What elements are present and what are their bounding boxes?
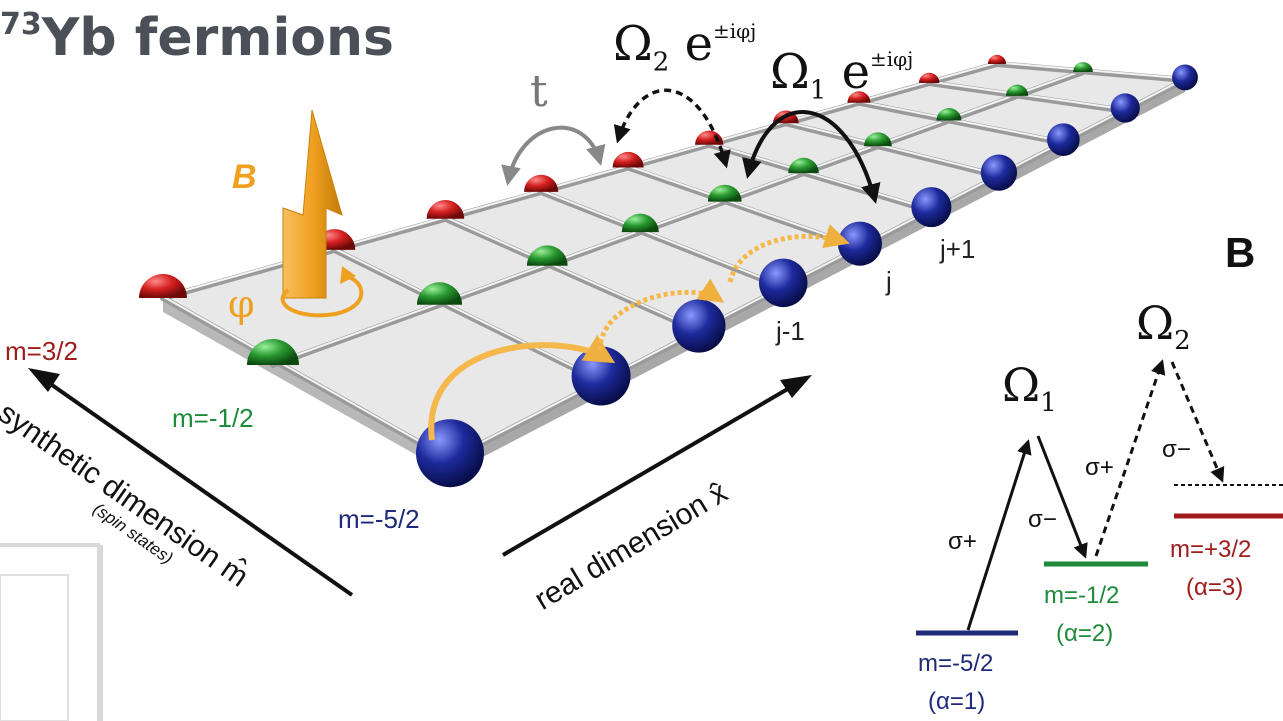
- figure-title: 73Yb fermions: [0, 7, 394, 68]
- level-alpha2-alpha: (α=2): [1056, 620, 1114, 647]
- level-alpha1-m: m=-5/2: [918, 650, 994, 677]
- atom-blue: [1172, 64, 1198, 91]
- atom-blue: [980, 154, 1018, 191]
- lattice-rung-line-highlight: [162, 295, 451, 460]
- sigma-plus-label-1: σ+: [948, 528, 977, 555]
- level-omega1-label: Ω1: [1002, 358, 1057, 419]
- atom-red: [918, 72, 940, 84]
- atom-blue: [759, 258, 808, 308]
- t-hop-arrow: [501, 125, 606, 186]
- atom-green: [936, 108, 962, 121]
- atom-green: [526, 245, 568, 266]
- field-label: B: [232, 158, 257, 196]
- magnetic-field-arrow: [280, 109, 364, 318]
- atom-green: [416, 282, 463, 305]
- t-label: t: [530, 66, 548, 117]
- atom-blue: [1047, 123, 1080, 156]
- atom-red: [426, 199, 465, 219]
- spin-label-mm12: m=-1/2: [172, 403, 254, 433]
- atom-red: [695, 130, 724, 145]
- omega1-hop-arrow: [742, 110, 881, 204]
- atom-red: [524, 174, 559, 192]
- lattice-edge: [163, 298, 450, 474]
- lattice-rung-line: [855, 99, 1067, 146]
- lattice-rung-line: [160, 295, 453, 463]
- sigma-minus-label-1: σ−: [1028, 506, 1057, 533]
- atom-green: [1073, 62, 1093, 72]
- axis-arrows: [28, 368, 812, 597]
- spin-label-mm52: m=-5/2: [338, 504, 420, 534]
- omega2-phase-label: Ω2 e±iφj: [613, 16, 757, 78]
- level-omega2-label: Ω2: [1136, 296, 1191, 357]
- atom-green: [247, 339, 299, 365]
- atom-red: [847, 91, 871, 103]
- lattice-rung-line-highlight: [540, 189, 784, 288]
- atom-green: [864, 132, 892, 147]
- atom-blue: [1110, 93, 1140, 123]
- omega2-hop-arrow: [613, 88, 731, 169]
- level-alpha1-alpha: (α=1): [928, 688, 986, 715]
- atom-blue: [416, 419, 484, 488]
- lattice-grid: [139, 54, 1198, 488]
- atom-red: [139, 274, 187, 298]
- atom-red: [987, 54, 1007, 64]
- lattice-rung-line: [538, 188, 787, 291]
- site-label-jp1: j+1: [940, 234, 976, 264]
- atom-red: [612, 151, 644, 168]
- spin-label-m32: m=3/2: [5, 336, 78, 366]
- panel-letter: B: [1225, 229, 1256, 276]
- lattice-rung-line-highlight: [785, 120, 1000, 176]
- lattice-rung-line: [625, 164, 863, 252]
- lattice-rung-line-highlight: [627, 165, 861, 248]
- atom-green: [1005, 84, 1029, 96]
- lattice-rung-line: [926, 80, 1129, 114]
- atom-green: [621, 213, 659, 233]
- atom-green: [707, 184, 742, 202]
- coupling-arrows: [501, 88, 881, 204]
- atom-blue: [911, 187, 952, 228]
- lattice-rung-line: [331, 246, 605, 385]
- sigma-minus-label-2: σ−: [1162, 436, 1191, 463]
- omega1-phase-label: Ω1 e±iφj: [770, 44, 914, 106]
- phase-label: φ: [228, 282, 255, 326]
- lattice-rung-line: [782, 120, 1002, 180]
- lattice-rung-line-highlight: [858, 100, 1064, 143]
- lattice-rung-line: [442, 215, 702, 335]
- level-alpha3-alpha: (α=3): [1186, 574, 1244, 601]
- lattice-rung-line-highlight: [333, 247, 602, 382]
- orange-hop-arcs: [428, 224, 850, 441]
- level-alpha2-m: m=-1/2: [1044, 582, 1120, 609]
- atom-blue: [672, 299, 726, 353]
- sigma-plus-label-2: σ+: [1085, 454, 1114, 481]
- site-label-j: j: [886, 266, 892, 296]
- level-diagram: [916, 359, 1283, 636]
- lattice-rung-line-highlight: [444, 216, 700, 331]
- site-label-jm1: j-1: [776, 316, 805, 346]
- inset-frame: [0, 543, 103, 721]
- level-alpha3-m: m=+3/2: [1170, 536, 1252, 563]
